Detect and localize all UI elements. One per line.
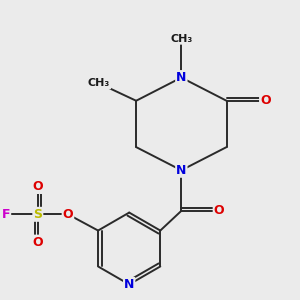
Text: O: O [63, 208, 73, 221]
Text: O: O [32, 236, 43, 249]
Text: O: O [214, 204, 224, 217]
Text: CH₃: CH₃ [88, 78, 110, 88]
Text: F: F [2, 208, 10, 221]
Text: O: O [260, 94, 271, 107]
Text: CH₃: CH₃ [170, 34, 193, 44]
Text: O: O [32, 180, 43, 193]
Text: N: N [176, 71, 187, 84]
Text: N: N [176, 164, 187, 177]
Text: S: S [33, 208, 42, 221]
Text: N: N [124, 278, 134, 291]
